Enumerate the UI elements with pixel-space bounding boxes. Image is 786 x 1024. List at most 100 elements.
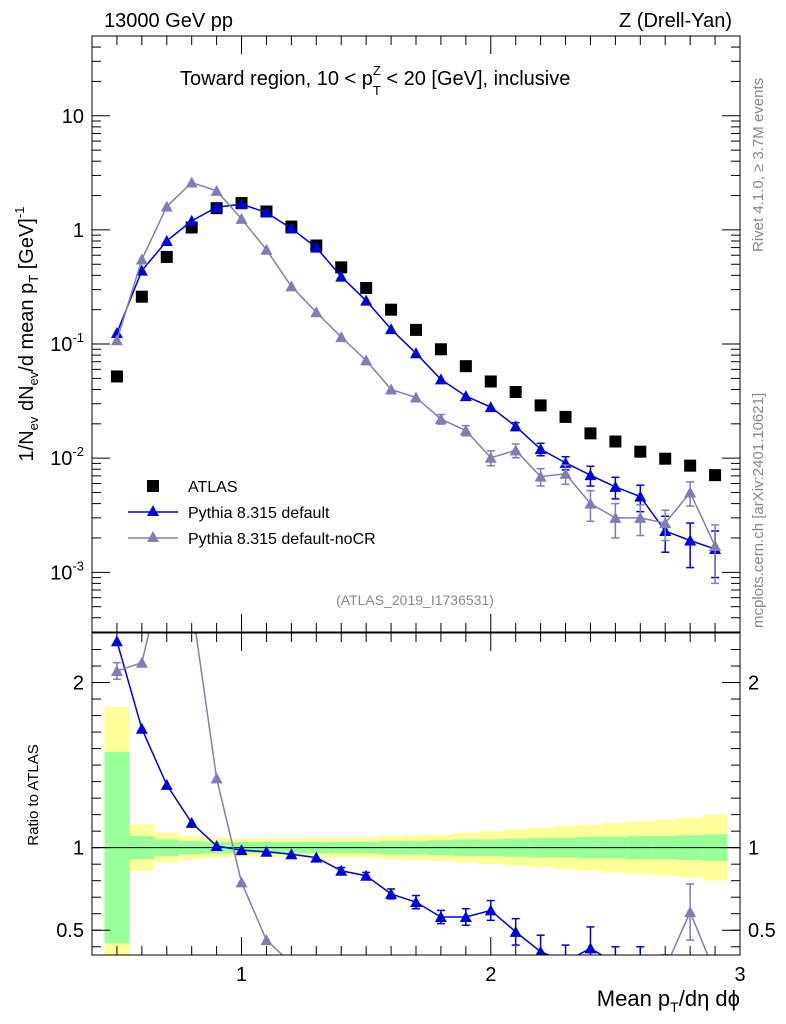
main-ytick-label: 10-2: [50, 444, 84, 470]
ratio-point-pythia: [110, 635, 123, 647]
data-point-nocr: [459, 424, 472, 436]
ratio-ytick-label-left: 1: [73, 838, 84, 860]
data-point-pythia: [609, 480, 622, 492]
ratio-point-nocr: [460, 962, 472, 973]
ratio-point-nocr: [335, 967, 347, 978]
ratio-ytick-label-left: 0.5: [56, 920, 84, 942]
main-panel: Toward region, 10 < pZ T < 20 [GeV], incl…: [12, 35, 741, 633]
data-point-atlas: [335, 261, 348, 274]
ratio-point-nocr: [285, 957, 297, 968]
data-point-pythia: [534, 443, 547, 455]
ratio-point-pythia: [684, 970, 696, 981]
data-point-atlas: [135, 290, 148, 303]
legend-nocr-label: Pythia 8.315 default-noCR: [188, 531, 376, 548]
ratio-point-pythia: [410, 896, 422, 908]
plot-title: Toward region, 10 < pZ T < 20 [GeV], incl…: [180, 63, 570, 98]
data-point-pythia: [335, 270, 348, 282]
ratio-ytick-label-right: 0.5: [748, 920, 776, 942]
data-point-nocr: [634, 511, 647, 523]
ratio-point-pythia: [484, 904, 497, 916]
ratio-point-pythia: [360, 869, 373, 881]
main-ytick-exponent: -2: [72, 444, 84, 459]
data-point-nocr: [385, 383, 398, 395]
data-point-atlas: [434, 343, 447, 356]
data-point-nocr: [684, 486, 697, 498]
ratio-line-pythia: [116, 641, 604, 955]
ratio-point-nocr: [360, 969, 372, 980]
data-point-atlas: [609, 435, 622, 448]
data-point-atlas: [559, 410, 572, 423]
data-point-atlas: [584, 427, 597, 440]
data-point-pythia: [509, 420, 522, 432]
data-point-nocr: [185, 176, 198, 188]
ratio-point-pythia: [535, 945, 546, 955]
main-ytick-label: 10: [62, 106, 84, 128]
data-point-pythia: [434, 373, 447, 385]
data-point-pythia: [385, 323, 398, 335]
data-point-nocr: [509, 444, 522, 456]
ratio-line-nocr: [116, 633, 709, 955]
data-point-atlas: [709, 469, 722, 482]
analysis-id: (ATLAS_2019_I1736531): [336, 592, 494, 608]
ratio-point-nocr: [410, 964, 422, 975]
ratio-point-pythia: [185, 816, 198, 828]
main-ytick-label: 10-3: [50, 558, 84, 584]
data-point-pythia: [160, 234, 173, 246]
data-point-nocr: [310, 306, 323, 318]
data-point-nocr: [609, 511, 622, 523]
ratio-point-pythia: [235, 844, 248, 856]
header-right: Z (Drell-Yan): [619, 10, 732, 32]
ratio-point-pythia: [459, 911, 472, 923]
data-point-nocr: [434, 413, 447, 425]
data-point-nocr: [559, 467, 572, 479]
ratio-ytick-label-left: 2: [73, 673, 84, 695]
data-point-pythia: [584, 469, 597, 481]
data-point-nocr: [360, 354, 373, 366]
ratio-xlabel: Mean pT/dη dϕ: [597, 986, 740, 1015]
ratio-point-nocr: [709, 967, 721, 978]
main-ytick-exponent: -1: [72, 330, 84, 345]
data-point-nocr: [335, 331, 348, 343]
data-point-atlas: [410, 323, 422, 336]
data-point-pythia: [285, 222, 298, 234]
ratio-point-pythia: [434, 911, 447, 923]
data-point-nocr: [285, 280, 298, 292]
data-point-pythia: [459, 390, 472, 402]
ratio-xtick-label: 3: [734, 964, 745, 986]
ratio-point-pythia: [659, 966, 671, 977]
ratio-point-pythia: [260, 845, 273, 857]
ratio-axes: 0.5 0.5 1 1 2 2 1 2 3: [56, 633, 776, 986]
ratio-point-nocr: [609, 972, 621, 983]
ratio-point-pythia: [709, 969, 721, 980]
main-axes: 10-3 10-2 10-1 1 10: [50, 35, 741, 633]
main-ylabel: 1/Nev dNev/d mean pT [GeV]-1: [12, 207, 41, 462]
data-point-pythia: [135, 264, 148, 276]
ratio-ytick-label-right: 2: [748, 673, 759, 695]
data-point-atlas: [484, 375, 497, 388]
header-left: 13000 GeV pp: [104, 10, 233, 32]
data-point-atlas: [360, 281, 373, 294]
ratio-point-nocr: [684, 906, 697, 918]
ratio-point-nocr: [235, 876, 248, 888]
data-point-nocr: [235, 212, 248, 224]
mcplots-label: mcplots.cern.ch [arXiv:2401.10621]: [750, 393, 767, 628]
data-point-pythia: [634, 490, 647, 502]
data-point-atlas: [659, 452, 672, 465]
legend-atlas-marker: [147, 480, 159, 492]
data-point-pythia: [260, 206, 273, 218]
data-point-atlas: [684, 459, 697, 472]
legend-pythia-label: Pythia 8.315 default: [188, 505, 330, 522]
legend-pythia-marker: [147, 505, 159, 516]
ratio-series-group: [110, 633, 721, 983]
ratio-panel: 0.5 0.5 1 1 2 2 1 2 3 Ratio to ATLAS Mean pT/dη …: [25, 632, 776, 1015]
ratio-point-pythia: [285, 848, 298, 860]
data-point-nocr: [135, 253, 148, 265]
data-point-pythia: [484, 401, 497, 413]
data-point-nocr: [260, 243, 273, 255]
data-point-pythia: [310, 241, 323, 253]
data-point-nocr: [410, 391, 422, 403]
data-point-nocr: [584, 497, 597, 509]
data-point-atlas: [459, 360, 472, 373]
ratio-point-pythia: [135, 722, 148, 734]
